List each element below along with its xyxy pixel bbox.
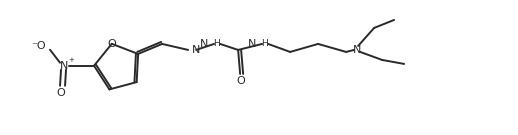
Text: N: N [200,39,208,49]
Text: H: H [213,39,220,48]
Text: ⁻O: ⁻O [32,41,46,51]
Text: O: O [237,76,246,86]
Text: N: N [60,61,68,71]
Text: +: + [68,57,74,63]
Text: H: H [261,39,267,48]
Text: O: O [56,88,65,98]
Text: N: N [248,39,256,49]
Text: O: O [107,39,116,49]
Text: N: N [353,45,362,55]
Text: N: N [192,45,200,55]
